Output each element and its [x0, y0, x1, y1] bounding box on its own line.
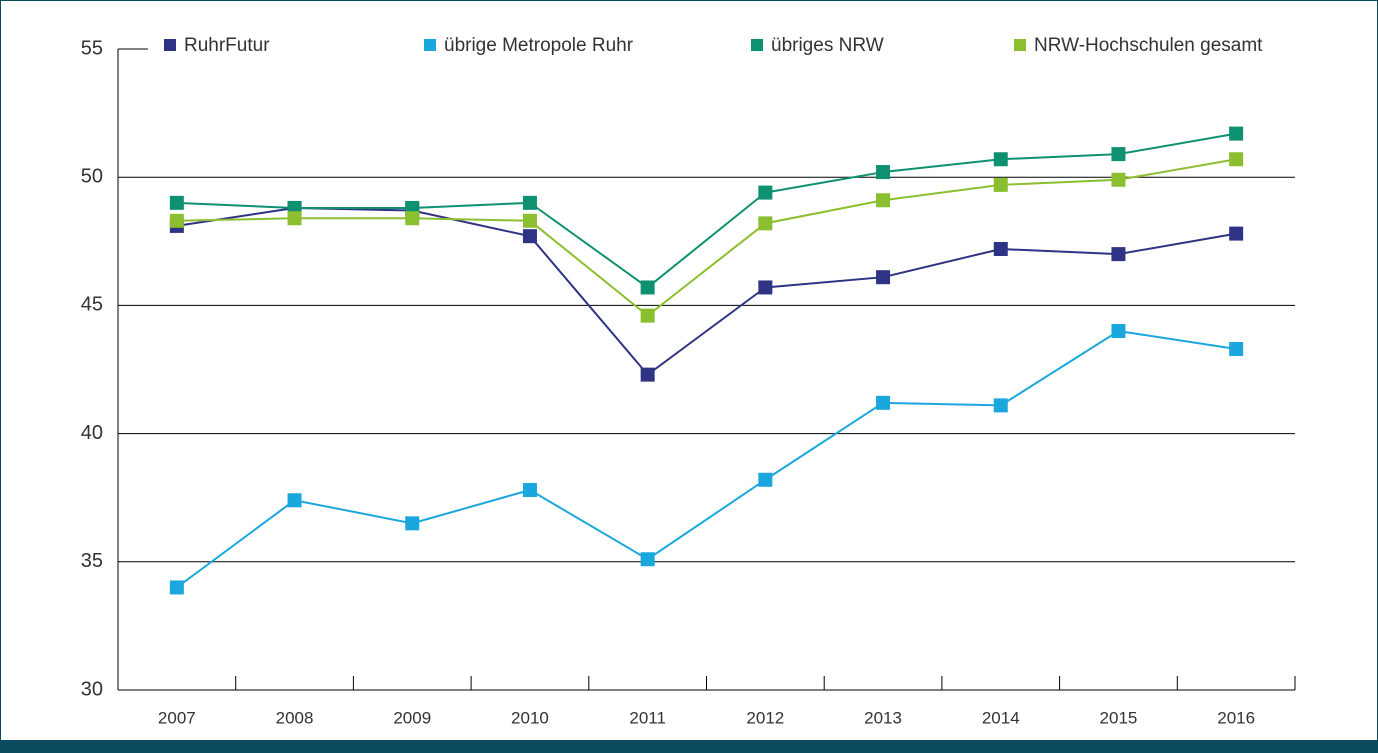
y-tick-label: 55: [81, 37, 103, 59]
legend-swatch: [751, 39, 763, 51]
series-line: [176, 329, 1237, 589]
marker: [1111, 172, 1126, 187]
marker: [522, 229, 537, 244]
marker: [1229, 341, 1244, 356]
marker: [405, 516, 420, 531]
marker: [993, 152, 1008, 167]
marker: [758, 280, 773, 295]
legend-label: übrige Metropole Ruhr: [444, 35, 634, 56]
marker: [876, 165, 891, 180]
marker: [522, 195, 537, 210]
marker: [640, 552, 655, 567]
marker: [640, 280, 655, 295]
marker: [1111, 324, 1126, 339]
legend-swatch: [424, 39, 436, 51]
marker: [287, 211, 302, 226]
series-line: [176, 132, 1237, 289]
y-tick-label: 45: [81, 294, 103, 316]
marker: [758, 216, 773, 231]
marker: [522, 213, 537, 228]
footer-band: [0, 740, 1378, 753]
x-tick-label: 2010: [511, 708, 549, 727]
x-tick-label: 2016: [1217, 708, 1255, 727]
x-tick-label: 2007: [158, 708, 196, 727]
marker: [522, 483, 537, 498]
marker: [993, 177, 1008, 192]
marker: [1111, 147, 1126, 162]
marker: [287, 493, 302, 508]
marker: [169, 213, 184, 228]
marker: [640, 367, 655, 382]
legend-swatch: [1014, 39, 1026, 51]
marker: [876, 193, 891, 208]
x-tick-label: 2009: [393, 708, 431, 727]
marker: [993, 398, 1008, 413]
marker: [1229, 126, 1244, 141]
x-tick-label: 2014: [982, 708, 1020, 727]
legend-label: NRW-Hochschulen gesamt: [1034, 35, 1263, 56]
series-line: [176, 158, 1237, 317]
y-tick-label: 35: [81, 550, 103, 572]
x-tick-label: 2013: [864, 708, 902, 727]
x-tick-label: 2008: [276, 708, 314, 727]
marker: [758, 472, 773, 487]
marker: [1111, 247, 1126, 262]
y-tick-label: 40: [81, 422, 103, 444]
legend-swatch: [164, 39, 176, 51]
y-tick-label: 50: [81, 165, 103, 187]
marker: [876, 395, 891, 410]
series-line: [176, 206, 1237, 376]
marker: [405, 211, 420, 226]
marker: [640, 308, 655, 323]
marker: [1229, 152, 1244, 167]
x-tick-label: 2012: [746, 708, 784, 727]
legend-label: RuhrFutur: [184, 35, 270, 56]
x-tick-label: 2015: [1100, 708, 1138, 727]
legend-label: übriges NRW: [771, 35, 884, 56]
marker: [876, 270, 891, 285]
y-tick-label: 30: [81, 678, 103, 700]
marker: [169, 580, 184, 595]
marker: [169, 195, 184, 210]
marker: [758, 185, 773, 200]
marker: [1229, 226, 1244, 241]
x-tick-label: 2011: [629, 708, 666, 727]
marker: [993, 241, 1008, 256]
